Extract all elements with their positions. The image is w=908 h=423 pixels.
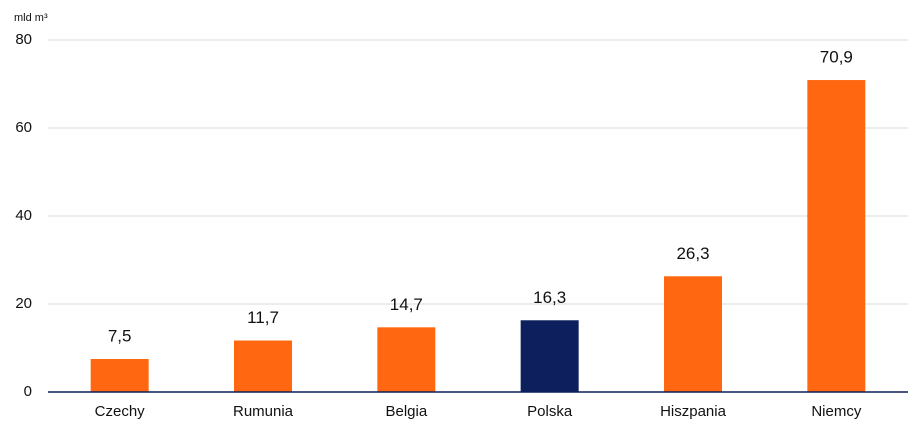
x-tick-label: Belgia — [385, 403, 427, 420]
data-label: 7,5 — [108, 326, 132, 345]
bar — [377, 327, 436, 392]
bar — [234, 340, 292, 392]
data-label: 16,3 — [533, 288, 566, 307]
y-tick-label: 40 — [15, 207, 32, 224]
bar — [664, 276, 722, 392]
y-tick-label: 60 — [15, 119, 32, 136]
y-tick-label: 20 — [15, 295, 32, 312]
data-label: 11,7 — [247, 308, 279, 327]
x-tick-label: Hiszpania — [660, 403, 727, 420]
y-tick-label: 80 — [15, 31, 32, 48]
x-tick-label: Niemcy — [811, 403, 862, 420]
y-axis-label: mld m³ — [14, 12, 48, 24]
x-tick-label: Polska — [527, 403, 573, 420]
data-label: 14,7 — [390, 295, 423, 314]
x-tick-label: Rumunia — [233, 403, 294, 420]
bar — [90, 359, 149, 392]
data-label: 70,9 — [820, 48, 853, 67]
y-tick-label: 0 — [24, 383, 32, 400]
x-tick-label: Czechy — [95, 403, 146, 420]
bar — [807, 80, 866, 392]
data-label: 26,3 — [676, 244, 709, 263]
bar — [520, 320, 579, 392]
